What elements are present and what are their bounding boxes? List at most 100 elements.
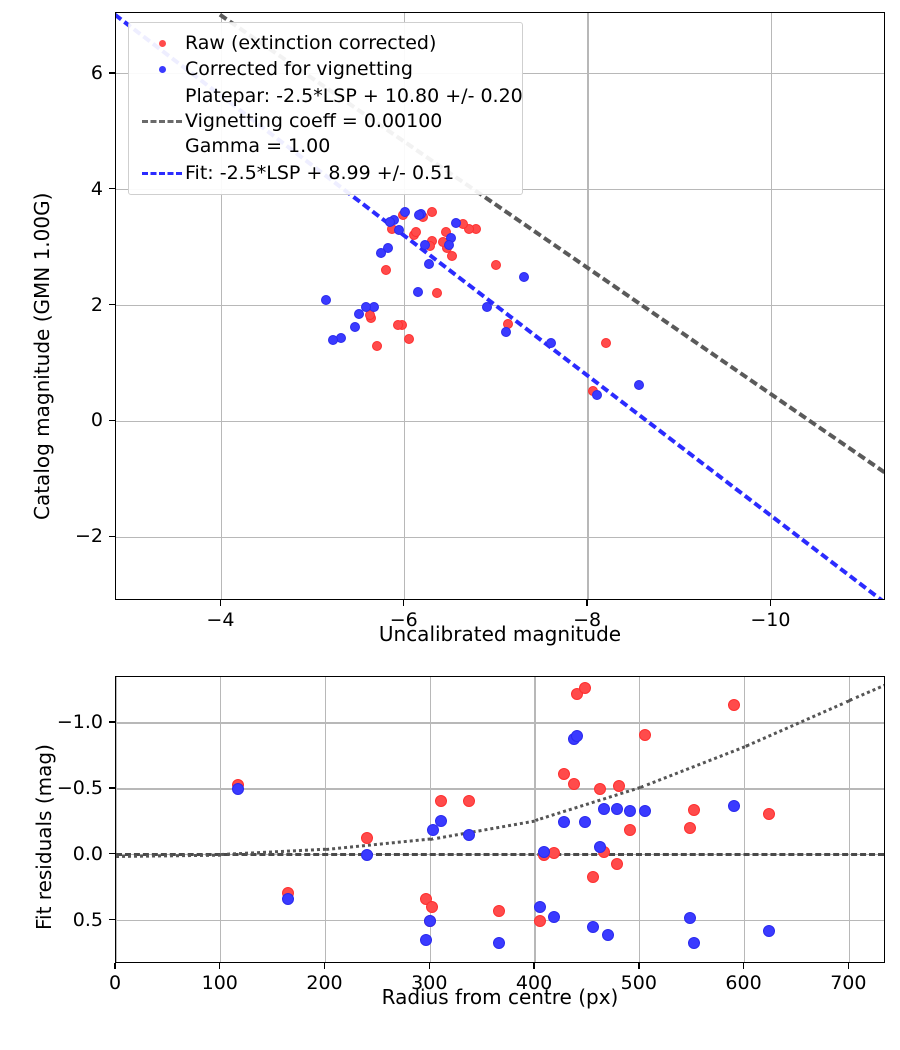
data-point-corrected: [688, 936, 701, 949]
data-point-raw: [688, 803, 701, 816]
x-axis-tick: [114, 963, 116, 969]
x-axis-tick: [847, 963, 850, 969]
data-point-raw: [434, 794, 447, 807]
data-point-corrected: [424, 914, 437, 927]
data-point-corrected: [361, 848, 374, 861]
data-point-corrected: [547, 910, 560, 923]
gridline-vertical: [534, 677, 536, 962]
data-point-corrected: [399, 206, 410, 217]
y-axis-tick: [109, 187, 115, 190]
x-axis-tick-label: −8: [573, 609, 602, 631]
data-point-raw: [372, 340, 383, 351]
legend-dash-blue-icon: [139, 171, 185, 175]
x-axis-tick-label: 300: [411, 972, 448, 994]
x-axis-tick: [742, 963, 745, 969]
data-point-raw: [586, 871, 599, 884]
data-point-raw: [427, 206, 438, 217]
data-point-raw: [534, 914, 547, 927]
data-point-corrected: [350, 321, 361, 332]
vignetting-curve: [639, 745, 746, 790]
x-axis-tick-label: −6: [389, 609, 418, 631]
y-axis-tick: [109, 72, 115, 74]
data-point-corrected: [546, 337, 557, 348]
x-axis-tick-label: 200: [306, 972, 343, 994]
gridline-horizontal: [116, 420, 884, 423]
data-point-corrected: [412, 287, 423, 298]
data-point-corrected: [385, 216, 396, 227]
data-point-raw: [762, 807, 775, 820]
legend-item-raw: Raw (extinction corrected): [139, 30, 512, 56]
data-point-corrected: [602, 929, 615, 942]
data-point-corrected: [570, 730, 583, 743]
data-point-corrected: [518, 271, 529, 282]
data-point-raw: [410, 226, 421, 237]
data-point-raw: [579, 681, 592, 694]
data-point-raw: [361, 831, 374, 844]
y-axis-tick-label: 0.0: [72, 842, 103, 865]
data-point-corrected: [451, 218, 462, 229]
y-axis-label-fit-residuals: Fit residuals (mag): [32, 744, 56, 930]
data-point-corrected: [493, 936, 506, 949]
data-point-raw: [558, 768, 571, 781]
gridline-horizontal: [116, 788, 884, 790]
gridline-horizontal: [116, 304, 884, 307]
gridline-vertical: [116, 677, 117, 962]
data-point-corrected: [579, 815, 592, 828]
y-axis-tick: [109, 853, 115, 855]
x-axis-tick: [403, 600, 405, 606]
legend-marker-blue-icon: [139, 65, 185, 73]
data-point-corrected: [434, 814, 447, 827]
data-point-raw: [447, 250, 458, 261]
data-point-raw: [594, 782, 606, 795]
data-point-raw: [610, 857, 623, 870]
legend-label-gamma: Gamma = 1.00: [185, 134, 331, 157]
y-axis-tick: [109, 535, 115, 537]
data-point-raw: [381, 264, 392, 275]
data-point-raw: [612, 780, 625, 793]
data-point-raw: [364, 310, 375, 321]
data-point-corrected: [320, 295, 331, 306]
data-point-corrected: [463, 828, 476, 841]
legend-label-corrected: Corrected for vignetting: [185, 57, 413, 80]
data-point-corrected: [328, 335, 339, 346]
data-point-raw: [684, 822, 697, 835]
gridline-vertical: [324, 677, 327, 962]
x-axis-tick: [533, 963, 535, 969]
data-point-corrected: [762, 925, 775, 938]
data-point-corrected: [383, 242, 394, 253]
gridline-horizontal: [116, 536, 884, 538]
data-point-corrected: [420, 934, 433, 947]
data-point-raw: [728, 698, 741, 711]
y-axis-tick-label: 4: [90, 177, 103, 200]
y-axis-tick: [109, 419, 115, 422]
data-point-corrected: [414, 209, 425, 220]
plot-area-fit-residuals: [115, 676, 885, 963]
legend-label-platepar: Platepar: -2.5*LSP + 10.80 +/- 0.20: [185, 84, 523, 107]
data-point-corrected: [728, 800, 741, 813]
data-point-raw: [493, 905, 506, 918]
data-point-corrected: [598, 802, 611, 815]
data-point-corrected: [624, 805, 637, 818]
zero-residual-line: [116, 852, 884, 856]
data-point-raw: [567, 777, 580, 790]
x-axis-tick-label: −4: [206, 609, 235, 631]
data-point-corrected: [538, 846, 551, 859]
y-axis-tick: [109, 918, 115, 921]
legend-marker-red-icon: [139, 39, 185, 47]
x-axis-tick: [219, 600, 222, 606]
data-point-corrected: [443, 239, 454, 250]
legend: Raw (extinction corrected) Corrected for…: [128, 22, 523, 195]
x-axis-tick: [586, 600, 588, 606]
y-axis-tick-label: −1.0: [56, 711, 103, 734]
data-point-corrected: [639, 805, 652, 818]
y-axis-tick: [109, 787, 115, 789]
vignetting-curve: [849, 683, 884, 703]
gridline-horizontal: [116, 722, 884, 724]
data-point-raw: [624, 823, 637, 836]
legend-label-fit: Fit: -2.5*LSP + 8.99 +/- 0.51: [185, 161, 455, 184]
data-point-corrected: [592, 389, 603, 400]
x-axis-label-radius: Radius from centre (px): [381, 985, 619, 1009]
data-point-raw: [431, 287, 442, 298]
x-axis-tick-label: 100: [201, 972, 238, 994]
